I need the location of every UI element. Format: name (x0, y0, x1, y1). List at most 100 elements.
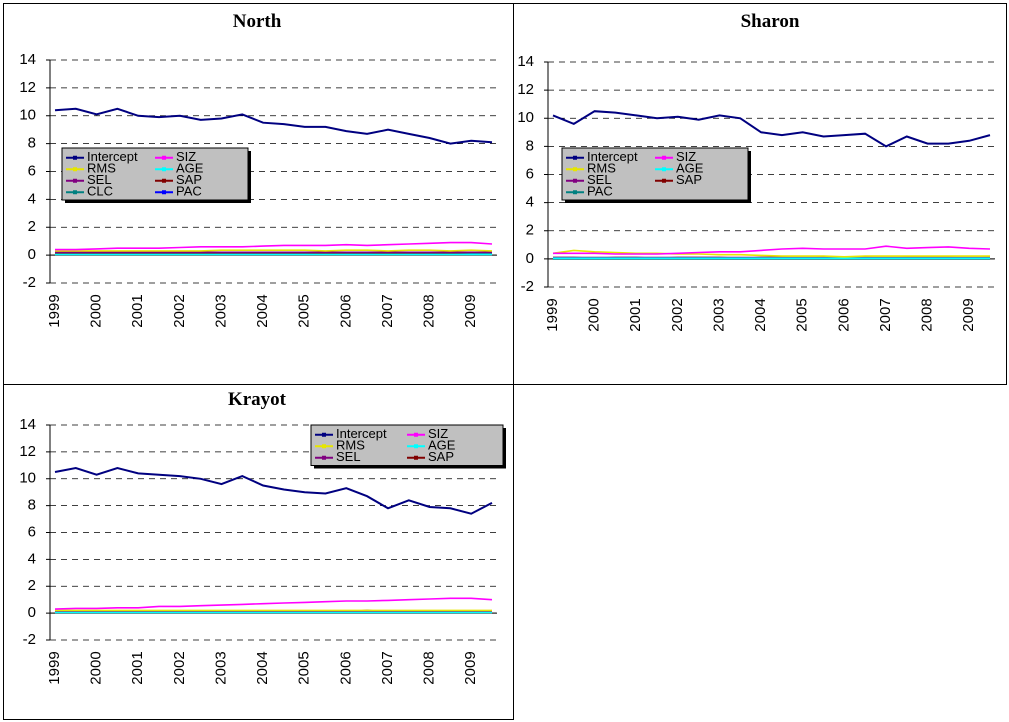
y-tick-label: 6 (526, 165, 534, 182)
y-tick-label: 14 (517, 53, 534, 70)
chart-title: North (233, 11, 282, 32)
x-tick-label: 1999 (46, 294, 63, 327)
legend-label: CLC (87, 184, 113, 199)
x-tick-label: 2002 (171, 651, 188, 684)
legend-marker (73, 178, 77, 183)
x-tick-label: 2001 (627, 298, 644, 331)
y-tick-label: 2 (28, 218, 36, 235)
x-tick-label: 2007 (379, 294, 396, 327)
y-tick-label: 14 (19, 416, 36, 433)
chart-title: Krayot (228, 389, 287, 410)
legend-marker (662, 167, 666, 172)
y-tick-label: 0 (28, 246, 36, 263)
legend-label: SIZ (428, 426, 448, 441)
y-tick-label: 0 (526, 250, 534, 267)
legend-marker (573, 190, 577, 195)
legend-label: AGE (428, 438, 456, 453)
x-tick-label: 2006 (337, 651, 354, 684)
x-tick-label: 2008 (421, 651, 438, 684)
legend-marker (162, 167, 166, 172)
chart-title: Sharon (741, 11, 800, 32)
legend-label: AGE (176, 161, 204, 176)
legend-marker (322, 432, 326, 437)
table-borders (3, 3, 1007, 720)
y-tick-label: 10 (19, 107, 36, 124)
legend-marker (73, 167, 77, 172)
legend-label: RMS (336, 438, 365, 453)
series-line (55, 241, 493, 251)
x-tick-label: 2006 (835, 298, 852, 331)
legend-box (561, 147, 749, 201)
y-tick-label: 8 (28, 135, 36, 152)
legend-marker (73, 190, 77, 195)
y-tick-label: 4 (526, 194, 534, 211)
series-line (54, 107, 493, 145)
series-line (55, 249, 493, 252)
y-tick-label: 8 (28, 497, 36, 514)
x-tick-label: 2004 (254, 294, 271, 327)
x-tick-label: 2003 (212, 294, 229, 327)
x-tick-label: 2004 (254, 651, 271, 684)
series-line (552, 110, 991, 148)
x-tick-label: 2000 (88, 294, 105, 327)
y-tick-label: 14 (19, 51, 36, 68)
y-tick-label: 12 (19, 443, 36, 460)
x-tick-label: 2000 (586, 298, 603, 331)
legend-label: Intercept (587, 149, 638, 164)
legend-marker (162, 178, 166, 183)
x-tick-label: 1999 (544, 298, 561, 331)
legend: Intercept SIZ RMS AGE SEL SAP PAC (561, 147, 751, 203)
legend-marker (73, 155, 77, 160)
legend-label: SEL (336, 449, 361, 464)
legend-label: PAC (176, 184, 202, 199)
x-tick-label: 2000 (88, 651, 105, 684)
legend-label: RMS (87, 161, 116, 176)
legend-marker (414, 444, 418, 449)
legend-marker (573, 167, 577, 172)
legend-label: AGE (676, 161, 704, 176)
x-tick-label: 2001 (129, 294, 146, 327)
legend-marker (662, 155, 666, 160)
y-tick-label: 4 (28, 550, 36, 567)
x-tick-label: 2005 (296, 651, 313, 684)
x-tick-label: 2009 (462, 294, 479, 327)
x-tick-label: 2003 (710, 298, 727, 331)
x-tick-label: 2007 (379, 651, 396, 684)
x-tick-label: 2001 (129, 651, 146, 684)
x-tick-label: 2009 (462, 651, 479, 684)
y-tick-label: 6 (28, 523, 36, 540)
y-tick-label: 12 (517, 81, 534, 98)
x-tick-label: 2006 (337, 294, 354, 327)
legend-label: Intercept (336, 426, 387, 441)
legend-label: SAP (176, 172, 202, 187)
series-line (54, 597, 493, 610)
x-tick-label: 2004 (752, 298, 769, 331)
y-tick-label: -2 (23, 631, 36, 648)
series-line (553, 245, 991, 255)
legend-label: PAC (587, 184, 613, 199)
legend: Intercept SIZ RMS AGE SEL SAP (310, 424, 506, 469)
legend-marker (573, 155, 577, 160)
y-tick-label: 10 (19, 470, 36, 487)
legend-label: SIZ (176, 149, 196, 164)
series-line (54, 466, 493, 515)
legend-marker (322, 455, 326, 460)
y-tick-label: 4 (28, 190, 36, 207)
x-tick-label: 2008 (919, 298, 936, 331)
legend-label: SAP (676, 172, 702, 187)
legend-marker (662, 178, 666, 183)
legend-marker (162, 155, 166, 160)
x-tick-label: 2002 (171, 294, 188, 327)
legend-marker (414, 455, 418, 460)
x-tick-label: 2005 (296, 294, 313, 327)
y-tick-label: 10 (517, 109, 534, 126)
x-tick-label: 2005 (794, 298, 811, 331)
legend-label: SEL (87, 172, 112, 187)
y-tick-label: -2 (23, 274, 36, 291)
y-tick-label: 8 (526, 137, 534, 154)
legend: Intercept SIZ RMS AGE SEL SAP CLC PAC (61, 147, 251, 203)
y-tick-label: 0 (28, 604, 36, 621)
x-tick-label: 2008 (421, 294, 438, 327)
x-tick-label: 2003 (212, 651, 229, 684)
